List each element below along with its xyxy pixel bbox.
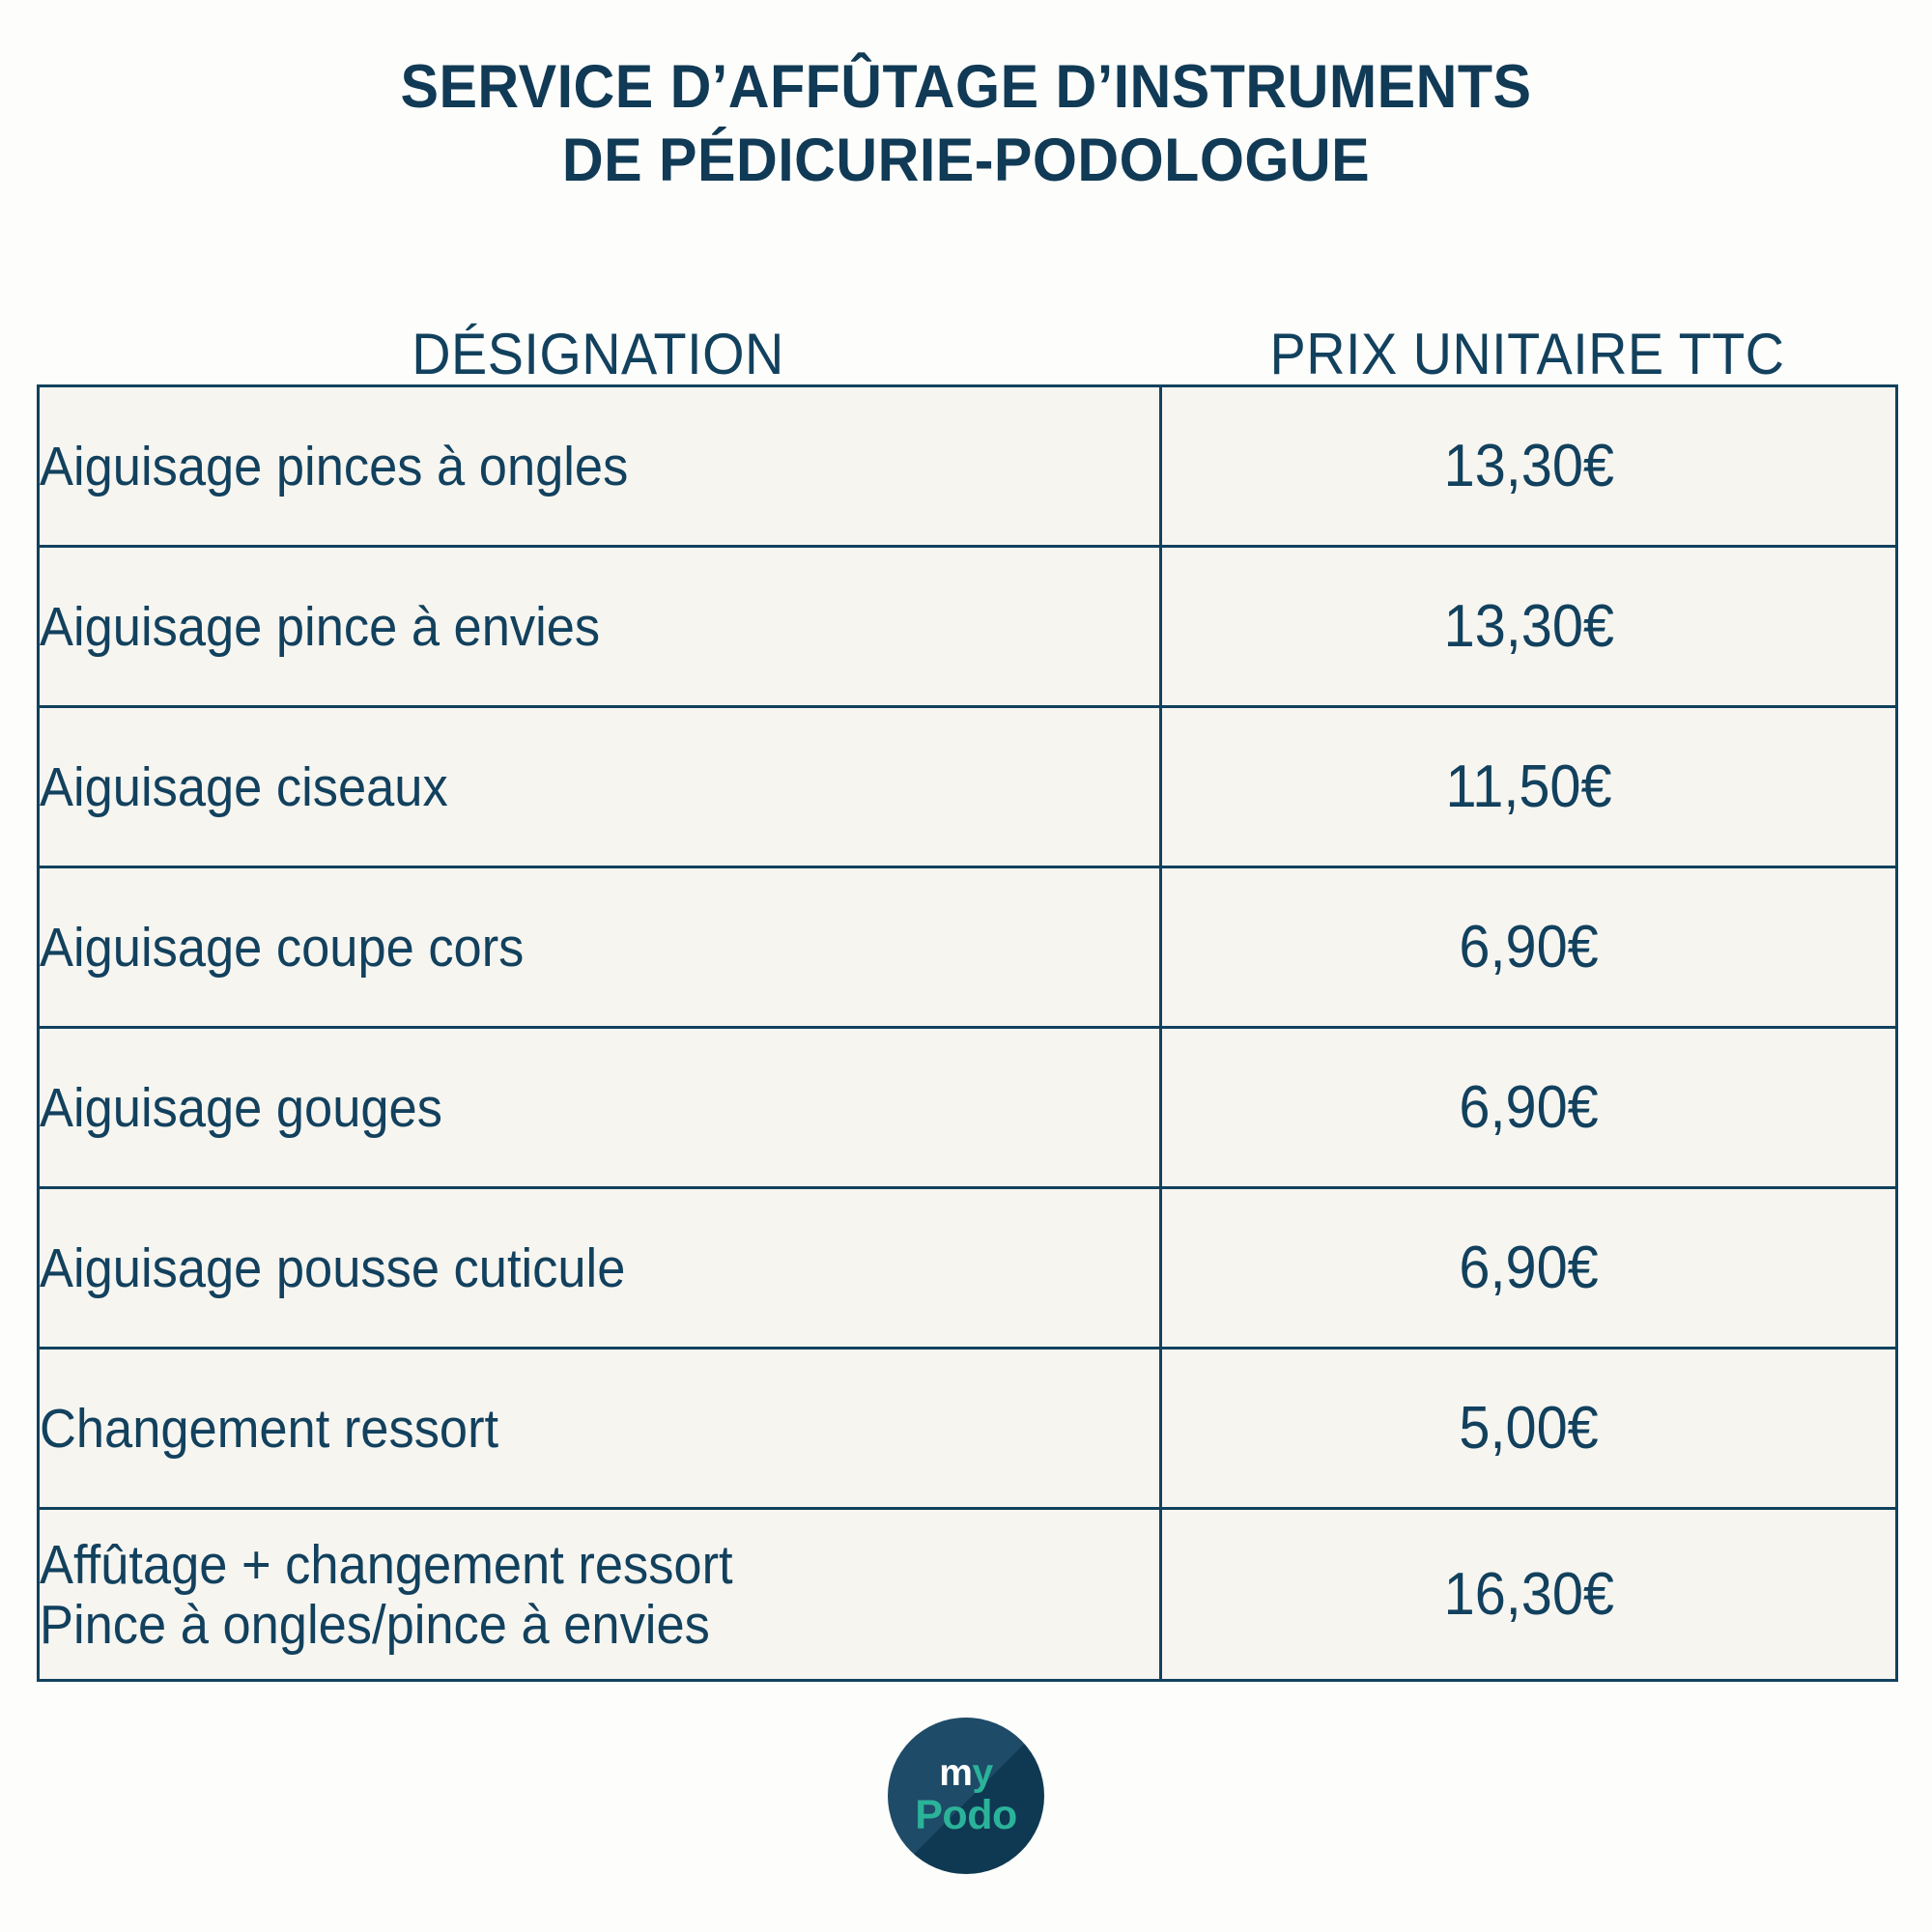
logo-letter-y: y <box>972 1752 993 1794</box>
price-value: 5,00€ <box>1459 1394 1599 1462</box>
cell-designation: Changement ressort <box>37 1347 1162 1510</box>
page-title-line-2: DE PÉDICURIE-PODOLOGUE <box>561 127 1371 194</box>
price-value: 11,50€ <box>1445 753 1612 820</box>
cell-designation: Aiguisage pinces à ongles <box>37 384 1162 548</box>
designation-label: Aiguisage coupe cors <box>40 916 525 979</box>
page-title-line-1: SERVICE D’AFFÛTAGE D’INSTRUMENTS <box>400 53 1532 121</box>
column-header-designation: DÉSIGNATION <box>412 322 784 386</box>
cell-price: 6,90€ <box>1159 1026 1898 1189</box>
cell-price: 6,90€ <box>1159 866 1898 1029</box>
table-column-headers: DÉSIGNATION PRIX UNITAIRE TTC <box>37 301 1895 384</box>
designation-label: Aiguisage ciseaux <box>40 755 448 818</box>
designation-label: Aiguisage pousse cuticule <box>40 1236 626 1299</box>
logo-text-my: my <box>939 1752 993 1794</box>
designation-label: Aiguisage pince à envies <box>40 595 601 658</box>
cell-price: 16,30€ <box>1159 1507 1898 1682</box>
cell-designation: Aiguisage coupe cors <box>37 866 1162 1029</box>
cell-designation: Aiguisage ciseaux <box>37 705 1162 868</box>
logo-letter-m: m <box>939 1752 973 1794</box>
table-row: Affûtage + changement ressort Pince à on… <box>37 1507 1898 1682</box>
mypodo-logo: my Podo <box>888 1718 1044 1874</box>
cell-designation: Aiguisage pousse cuticule <box>37 1186 1162 1350</box>
logo-wordmark: my Podo <box>888 1718 1044 1874</box>
price-value: 6,90€ <box>1459 913 1599 980</box>
designation-label: Aiguisage pinces à ongles <box>40 435 629 497</box>
table-row: Aiguisage ciseaux 11,50€ <box>37 705 1898 868</box>
table-row: Aiguisage pinces à ongles 13,30€ <box>37 384 1898 548</box>
designation-label: Changement ressort <box>40 1397 499 1460</box>
table-row: Aiguisage pince à envies 13,30€ <box>37 545 1898 708</box>
table-row: Changement ressort 5,00€ <box>37 1347 1898 1510</box>
table-row: Aiguisage coupe cors 6,90€ <box>37 866 1898 1029</box>
cell-designation: Aiguisage pince à envies <box>37 545 1162 708</box>
price-value: 6,90€ <box>1459 1073 1599 1141</box>
cell-designation: Affûtage + changement ressort Pince à on… <box>37 1507 1162 1682</box>
cell-designation: Aiguisage gouges <box>37 1026 1162 1189</box>
price-value: 13,30€ <box>1443 592 1614 660</box>
designation-label: Aiguisage gouges <box>40 1076 442 1139</box>
logo-text-podo: Podo <box>915 1792 1017 1838</box>
table-row: Aiguisage pousse cuticule 6,90€ <box>37 1186 1898 1350</box>
price-table: Aiguisage pinces à ongles 13,30€ Aiguisa… <box>37 384 1898 1682</box>
cell-price: 13,30€ <box>1159 545 1898 708</box>
price-value: 6,90€ <box>1459 1234 1599 1301</box>
column-header-price: PRIX UNITAIRE TTC <box>1269 322 1785 386</box>
price-value: 13,30€ <box>1443 432 1614 499</box>
price-value: 16,30€ <box>1443 1560 1614 1628</box>
cell-price: 5,00€ <box>1159 1347 1898 1510</box>
designation-label: Affûtage + changement ressort <box>40 1533 733 1596</box>
designation-label-line-2: Pince à ongles/pince à envies <box>40 1593 710 1656</box>
cell-price: 11,50€ <box>1159 705 1898 868</box>
table-row: Aiguisage gouges 6,90€ <box>37 1026 1898 1189</box>
cell-price: 13,30€ <box>1159 384 1898 548</box>
cell-price: 6,90€ <box>1159 1186 1898 1350</box>
page-title: SERVICE D’AFFÛTAGE D’INSTRUMENTS DE PÉDI… <box>0 50 1932 197</box>
price-table-body: Aiguisage pinces à ongles 13,30€ Aiguisa… <box>37 384 1898 1682</box>
